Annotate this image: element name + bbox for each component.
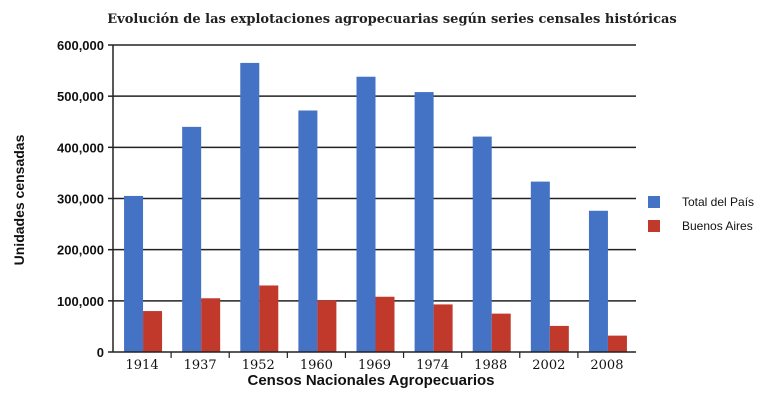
y-tick-label: 200,000 [57,243,104,258]
x-tick-label: 2008 [590,358,623,373]
y-tick-label: 300,000 [57,192,104,207]
bar-total-del-pais [124,195,144,352]
y-tick-labels: 0 100,000 200,000 300,000 400,000 500,000 600,… [57,38,104,360]
bar-buenos-aires [317,300,337,352]
bar-total-del-pais [530,181,550,352]
x-tick-label: 1960 [300,358,333,373]
bar-buenos-aires [433,304,453,352]
x-tick-labels: 1914 1937 1952 1960 1969 1974 1988 2002 2008 [126,358,624,373]
legend-label: Total del País [682,195,754,209]
bar-buenos-aires [549,325,569,352]
bar-total-del-pais [414,92,434,352]
bar-total-del-pais [298,110,318,352]
legend-swatch [648,196,660,208]
bar-total-del-pais [356,76,376,353]
x-axis-label: Censos Nacionales Agropecuarios [247,372,494,389]
chart-title: Evolución de las explotaciones agropecua… [107,12,676,27]
x-tick-label: 1969 [358,358,391,373]
legend: Total del País Buenos Aires [648,195,754,233]
bar-buenos-aires [259,285,279,352]
x-tick-label: 1937 [184,358,217,373]
y-tick-label: 600,000 [57,38,104,53]
bars [124,62,627,353]
x-tick-label: 2002 [532,358,565,373]
axes [112,45,636,358]
y-axis-label: Unidades censadas [11,134,27,265]
x-tick-label: 1952 [242,358,275,373]
y-tick-label: 100,000 [57,294,104,309]
y-tick-label: 500,000 [57,89,104,104]
legend-swatch [648,220,660,232]
bar-buenos-aires [143,311,163,352]
bar-buenos-aires [375,296,395,352]
x-tick-label: 1974 [416,358,449,373]
bar-total-del-pais [472,136,492,352]
x-tick-label: 1988 [474,358,507,373]
bar-buenos-aires [201,298,221,352]
bar-total-del-pais [240,62,260,353]
bar-total-del-pais [182,126,202,352]
bar-buenos-aires [491,313,511,352]
bar-total-del-pais [588,210,608,352]
x-tick-label: 1914 [126,358,159,373]
legend-label: Buenos Aires [682,219,753,233]
y-tick-label: 0 [97,345,104,360]
y-tick-label: 400,000 [57,140,104,155]
bar-buenos-aires [607,335,627,352]
